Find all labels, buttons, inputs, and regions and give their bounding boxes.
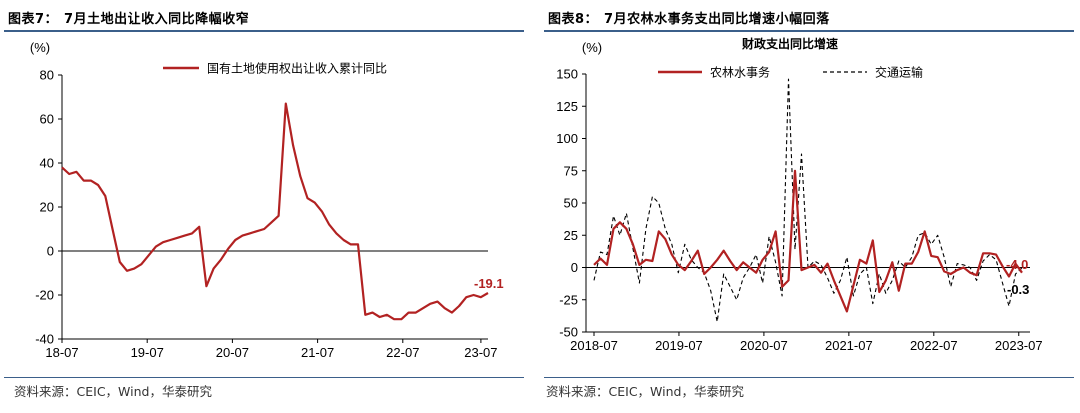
right-y-tick-label: 0 <box>571 260 578 275</box>
left-x-tick-label: 23-07 <box>464 345 497 360</box>
right-x-tick-label: 2020-07 <box>740 338 788 353</box>
title-rule-right <box>544 30 1074 32</box>
right-x-tick-label: 2022-07 <box>910 338 958 353</box>
right-y-tick-label: 25 <box>564 228 578 243</box>
left-panel: 图表7： 7月土地出让收入同比降幅收窄 -40 -20 0 20 40 60 80 (%) 18-… <box>0 0 530 413</box>
source-note-left: 资料来源：CEIC，Wind，华泰研究 <box>14 384 212 399</box>
left-x-tick-label: 20-07 <box>216 345 249 360</box>
left-y-tick-label: 60 <box>40 112 54 127</box>
left-y-tick-label: 0 <box>47 244 54 259</box>
chart-heading-left: 7月土地出让收入同比降幅收窄 <box>64 12 250 27</box>
left-y-tick-label: -20 <box>35 288 54 303</box>
chart-number-right: 图表8： <box>548 12 599 27</box>
left-legend-label-0: 国有土地使用权出让收入累计同比 <box>207 61 387 76</box>
right-y-tick-label: 125 <box>556 99 578 114</box>
left-end-label-0: -19.1 <box>474 276 504 291</box>
left-series-line-0 <box>61 102 489 321</box>
right-end-label-0: -4.0 <box>1006 257 1028 272</box>
right-series-line-1 <box>593 78 1023 323</box>
chart-heading-right: 7月农林水事务支出同比增速小幅回落 <box>604 12 830 27</box>
footer-rule-right <box>544 377 1074 378</box>
right-legend-label-0: 农林水事务 <box>710 65 770 80</box>
right-legend-label-1: 交通运输 <box>875 65 923 80</box>
left-y-tick-label: 80 <box>40 68 54 83</box>
chart-number-left: 图表7： <box>8 12 59 27</box>
right-y-tick-label: 50 <box>564 196 578 211</box>
right-y-tick-label: 100 <box>556 131 578 146</box>
right-x-tick-label: 2023-07 <box>995 338 1043 353</box>
right-x-tick-label: 2021-07 <box>825 338 873 353</box>
right-plot-title: 财政支出同比增速 <box>741 36 838 51</box>
chart-title-left: 图表7： 7月土地出让收入同比降幅收窄 <box>8 8 249 27</box>
right-y-tick-label: -25 <box>559 292 578 307</box>
left-x-tick-label: 21-07 <box>301 345 334 360</box>
right-x-tick-label: 2018-07 <box>570 338 618 353</box>
title-rule-left <box>4 30 524 32</box>
left-y-tick-label: 40 <box>40 156 54 171</box>
right-series-line-0 <box>593 169 1023 313</box>
left-y-tick-label: -40 <box>35 332 54 347</box>
right-unit-label: (%) <box>582 40 602 55</box>
source-note-right: 资料来源：CEIC，Wind，华泰研究 <box>546 384 744 399</box>
left-x-tick-label: 22-07 <box>386 345 419 360</box>
left-x-tick-label: 19-07 <box>131 345 164 360</box>
chart-title-right: 图表8： 7月农林水事务支出同比增速小幅回落 <box>548 8 830 27</box>
left-y-tick-label: 20 <box>40 200 54 215</box>
right-panel: 图表8： 7月农林水事务支出同比增速小幅回落 -50 -25 0 25 50 75 100 12… <box>540 0 1080 413</box>
left-unit-label: (%) <box>30 40 50 55</box>
line-chart-right: -50 -25 0 25 50 75 100 125 150 (%) 2018-07 2019-07 2… <box>556 36 1043 353</box>
right-y-tick-label: 150 <box>556 67 578 82</box>
footer-rule-left <box>4 377 524 378</box>
right-x-tick-label: 2019-07 <box>655 338 703 353</box>
right-end-label-1: -0.3 <box>1007 282 1029 297</box>
right-y-tick-label: -50 <box>559 325 578 340</box>
left-x-tick-label: 18-07 <box>45 345 78 360</box>
right-y-tick-label: 75 <box>564 163 578 178</box>
line-chart-left: -40 -20 0 20 40 60 80 (%) 18-07 19-07 20-07 21-07 22… <box>30 40 504 360</box>
